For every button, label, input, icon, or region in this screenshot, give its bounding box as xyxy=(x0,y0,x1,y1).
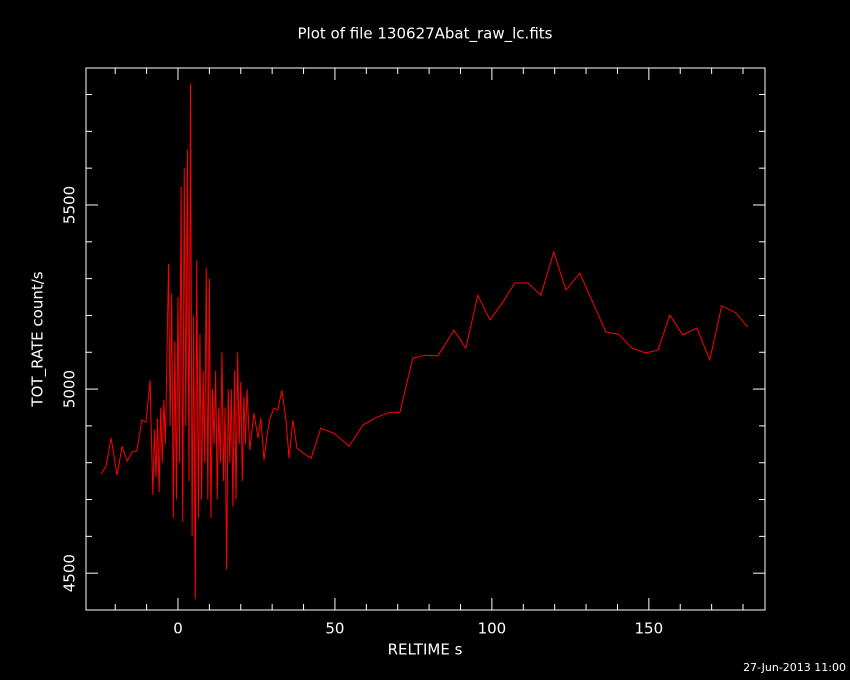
x-axis-label: RELTIME s xyxy=(388,641,463,659)
plot-frame xyxy=(85,67,766,611)
footer: 27-Jun-2013 11:00 xyxy=(743,661,846,674)
data-line xyxy=(100,83,749,599)
x-tick-label: 150 xyxy=(635,620,664,638)
x-tick-label: 50 xyxy=(325,620,344,638)
y-axis-label: TOT_RATE count/s xyxy=(29,271,48,407)
x-tick-label: 0 xyxy=(173,620,183,638)
x-tick-label: 100 xyxy=(478,620,507,638)
y-tick-label: 5500 xyxy=(61,186,79,224)
y-tick-label: 4500 xyxy=(61,554,79,592)
chart-title: Plot of file 130627Abat_raw_lc.fits xyxy=(298,25,553,44)
y-tick-label: 5000 xyxy=(61,370,79,408)
